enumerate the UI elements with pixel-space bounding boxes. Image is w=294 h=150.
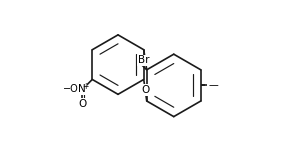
Text: —: —: [208, 80, 218, 90]
Text: Br: Br: [138, 56, 150, 65]
Text: +: +: [82, 82, 88, 91]
Text: O: O: [78, 99, 86, 109]
Text: N: N: [78, 84, 86, 94]
Text: −O: −O: [63, 84, 78, 94]
Text: O: O: [141, 85, 149, 95]
